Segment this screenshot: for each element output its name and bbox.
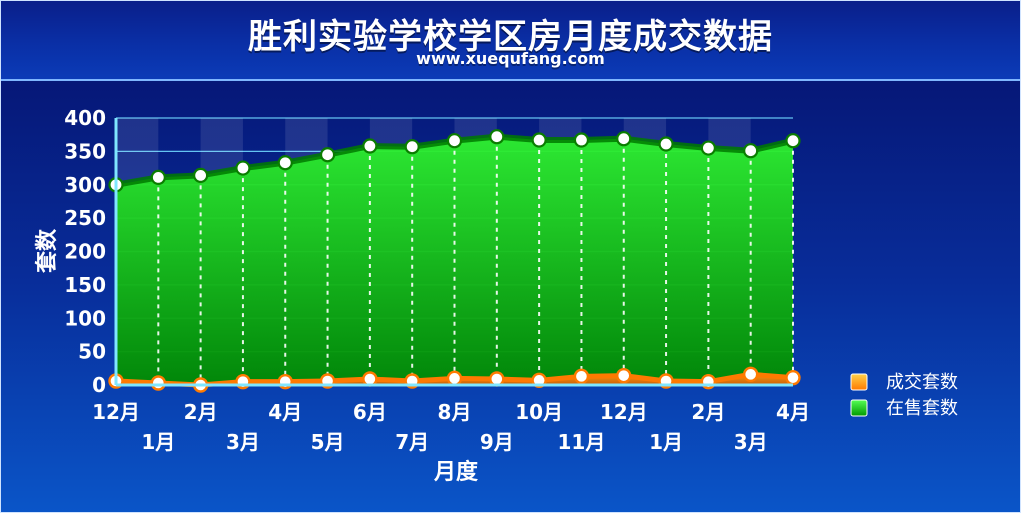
sold-point (573, 368, 590, 385)
y-tick-label: 350 (64, 139, 106, 163)
header: 胜利实验学校学区房月度成交数据 www.xuequfang.com (1, 1, 1020, 81)
sold-point (446, 370, 463, 387)
listing-point (235, 160, 251, 176)
axes (114, 118, 793, 387)
sold-point (742, 366, 759, 383)
listing-point (404, 139, 420, 155)
chart-title: 胜利实验学校学区房月度成交数据 (248, 17, 773, 57)
listing-point (658, 136, 674, 152)
listing-point (785, 133, 801, 149)
x-tick-label: 4月 (776, 400, 810, 424)
listing-point (446, 133, 463, 149)
x-tick-label: 11月 (558, 430, 606, 454)
x-axis-title: 月度 (433, 459, 479, 485)
axis-labels: 05010015020025030035040012月1月2月3月4月5月6月7… (64, 106, 810, 454)
listing-point (193, 167, 209, 184)
legend-swatch-listing (850, 399, 868, 417)
listing-point (573, 132, 590, 148)
listing-point (743, 143, 759, 159)
x-tick-label: 3月 (226, 430, 260, 454)
listing-point (150, 169, 166, 186)
sold-point (616, 367, 632, 384)
listing-point (531, 132, 547, 148)
listing-point (319, 147, 336, 163)
x-tick-label: 12月 (600, 400, 648, 424)
y-tick-label: 50 (78, 340, 106, 364)
x-tick-label: 5月 (311, 430, 345, 454)
legend-label-listing: 在售套数 (886, 398, 958, 419)
x-tick-label: 1月 (649, 430, 683, 454)
listing-point (489, 129, 505, 145)
y-axis-title: 套数 (34, 228, 60, 273)
y-tick-label: 150 (64, 273, 106, 297)
x-tick-label: 6月 (353, 400, 387, 424)
sold-point (150, 375, 167, 391)
x-tick-label: 1月 (141, 430, 175, 454)
y-tick-label: 0 (92, 373, 106, 397)
y-tick-label: 200 (64, 240, 106, 264)
x-tick-label: 3月 (734, 430, 768, 454)
x-tick-label: 10月 (515, 400, 563, 424)
y-tick-label: 300 (64, 173, 106, 197)
x-tick-label: 2月 (184, 400, 218, 424)
x-tick-label: 8月 (438, 400, 472, 424)
listing-point (700, 140, 716, 156)
x-tick-label: 7月 (395, 430, 429, 454)
y-tick-label: 100 (64, 306, 106, 330)
x-tick-label: 2月 (691, 400, 725, 424)
legend-label-sold: 成交套数 (886, 372, 958, 393)
sold-point (785, 369, 801, 386)
area-chart: 05010015020025030035040012月1月2月3月4月5月6月7… (34, 106, 958, 485)
legend: 成交套数 在售套数 (850, 372, 958, 419)
listing-point (616, 131, 632, 147)
listing-point (362, 138, 378, 154)
legend-swatch-sold (850, 373, 868, 391)
chart-subtitle: www.xuequfang.com (416, 49, 605, 68)
x-tick-label: 4月 (268, 400, 302, 424)
listing-point (277, 155, 293, 171)
x-tick-label: 9月 (480, 430, 514, 454)
y-tick-label: 400 (64, 106, 106, 130)
y-tick-label: 250 (64, 206, 106, 230)
x-tick-label: 12月 (92, 400, 140, 424)
